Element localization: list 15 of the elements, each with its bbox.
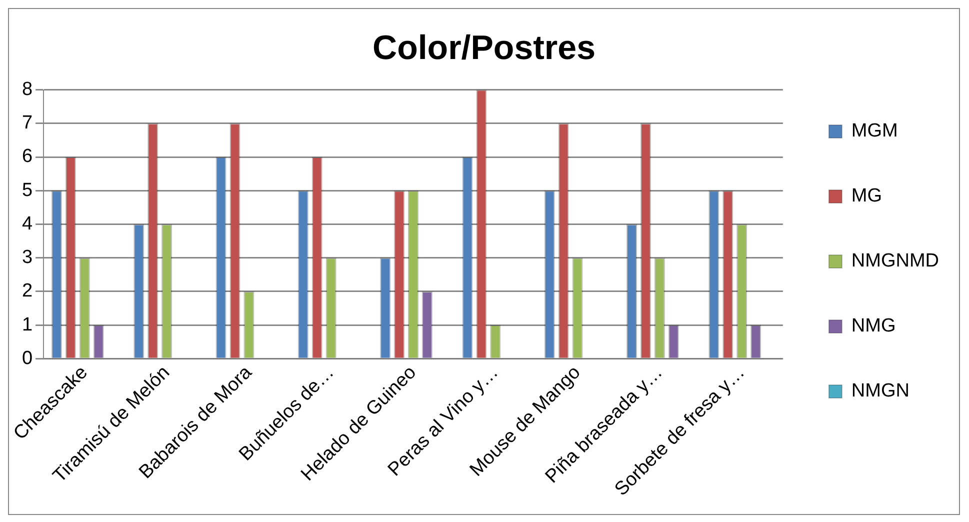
y-tick-label: 8 xyxy=(22,79,33,100)
legend-label: NMGNMD xyxy=(851,250,940,272)
legend-label: MGM xyxy=(851,120,898,142)
y-tick-label: 7 xyxy=(22,112,33,134)
y-tick-label: 0 xyxy=(22,348,33,369)
chart-title: Color/Postres xyxy=(372,28,596,67)
y-tick-label: 3 xyxy=(22,247,33,268)
legend-label: NMGN xyxy=(851,380,910,402)
legend-label: MG xyxy=(851,186,882,207)
y-tick-label: 1 xyxy=(22,314,33,336)
y-tick-label: 4 xyxy=(22,213,33,234)
y-tick-label: 6 xyxy=(22,146,33,168)
y-tick-label: 2 xyxy=(22,280,33,302)
legend-label: NMG xyxy=(851,316,896,337)
y-tick-label: 5 xyxy=(22,180,33,201)
